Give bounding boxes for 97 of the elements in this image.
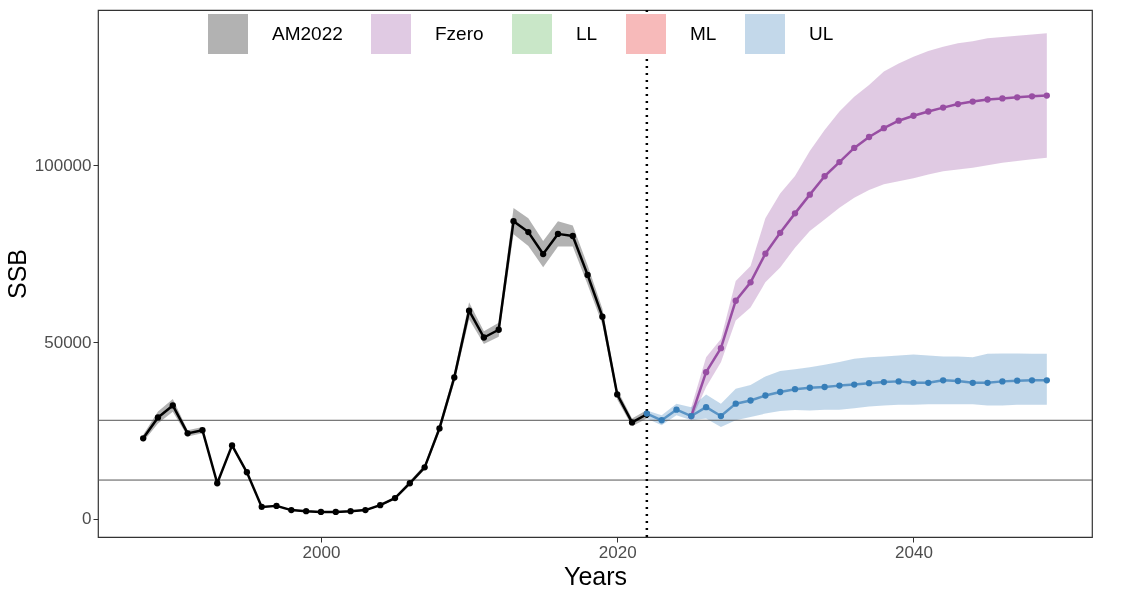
point	[910, 379, 917, 386]
point	[169, 402, 176, 409]
point	[969, 379, 976, 386]
point	[984, 379, 991, 386]
point	[836, 382, 843, 389]
point	[214, 480, 221, 487]
point	[821, 173, 828, 180]
legend-label: Fzero	[435, 23, 484, 44]
point	[510, 218, 517, 225]
point	[584, 271, 591, 279]
point	[599, 313, 606, 320]
point	[273, 502, 280, 510]
point	[969, 98, 976, 105]
point	[228, 442, 236, 449]
point	[377, 502, 384, 509]
point	[895, 378, 902, 385]
point	[154, 414, 162, 421]
point	[954, 377, 962, 385]
point	[999, 95, 1006, 102]
point	[821, 383, 828, 391]
point	[628, 419, 636, 426]
point	[184, 430, 191, 437]
point	[1028, 93, 1036, 100]
y-tick-label: 100000	[34, 155, 92, 175]
point	[851, 381, 858, 388]
point	[1014, 94, 1021, 101]
point	[865, 133, 873, 141]
x-tick-label: 2020	[598, 542, 637, 562]
point	[495, 326, 502, 333]
point	[791, 386, 799, 393]
point	[1014, 377, 1021, 384]
point	[806, 384, 813, 391]
point	[436, 425, 443, 432]
point	[925, 108, 932, 115]
point	[1043, 377, 1050, 384]
legend-label: AM2022	[272, 23, 343, 44]
point	[836, 158, 843, 166]
x-tick-label: 2040	[895, 542, 933, 562]
point	[984, 96, 991, 103]
point	[747, 279, 754, 286]
point	[554, 230, 562, 238]
point	[762, 250, 769, 257]
legend-label: LL	[576, 23, 598, 44]
point	[851, 144, 858, 152]
x-tick-label: 2000	[302, 542, 341, 562]
point	[317, 508, 325, 516]
point	[806, 191, 813, 198]
x-axis-title: Years	[563, 561, 628, 590]
point	[1043, 92, 1050, 99]
legend-label: UL	[809, 23, 834, 44]
point	[362, 506, 369, 514]
point	[451, 374, 458, 381]
legend-label: ML	[690, 23, 717, 44]
point	[332, 508, 339, 516]
point	[999, 378, 1006, 385]
point	[347, 508, 354, 515]
point	[954, 100, 962, 108]
point	[762, 392, 769, 399]
point	[880, 378, 888, 386]
point	[702, 404, 710, 411]
y-tick-label: 0	[82, 509, 92, 529]
point	[302, 508, 310, 515]
point	[1028, 377, 1036, 384]
point	[406, 480, 413, 487]
point	[732, 297, 739, 304]
point	[925, 379, 932, 386]
point	[391, 494, 399, 502]
point	[288, 506, 295, 514]
point	[258, 503, 265, 511]
point	[717, 412, 725, 420]
point	[465, 307, 473, 314]
point	[525, 228, 532, 236]
point	[865, 379, 873, 387]
point	[939, 104, 947, 111]
point	[243, 469, 251, 476]
point	[777, 388, 784, 396]
point	[717, 344, 725, 352]
y-axis-title: SSB	[2, 248, 31, 300]
point	[480, 334, 488, 341]
point	[880, 124, 888, 132]
point	[939, 377, 947, 384]
point	[421, 464, 428, 471]
point	[140, 435, 147, 442]
y-tick-label: 50000	[44, 332, 92, 352]
point	[777, 229, 784, 236]
point	[732, 400, 739, 407]
point	[747, 397, 754, 404]
point	[895, 117, 902, 124]
point	[614, 391, 621, 398]
point	[791, 210, 799, 217]
point	[658, 417, 665, 424]
point	[569, 232, 576, 240]
point	[539, 250, 547, 258]
point	[199, 427, 206, 434]
point	[673, 406, 680, 413]
point	[702, 369, 710, 376]
point	[910, 112, 917, 119]
